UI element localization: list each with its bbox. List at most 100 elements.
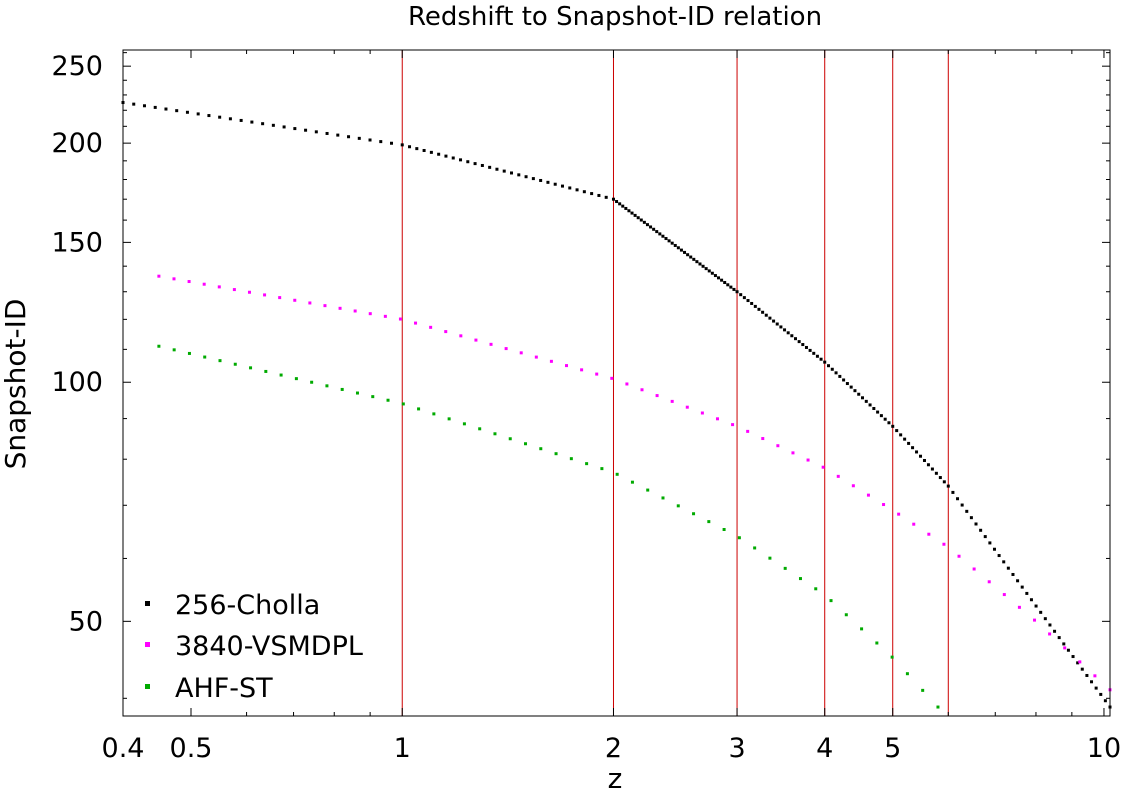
legend-label: 3840-VSMDPL — [175, 631, 363, 662]
data-point — [314, 130, 318, 134]
legend-label: 256-Cholla — [175, 590, 320, 621]
data-point — [692, 257, 696, 261]
data-point — [707, 520, 711, 524]
data-point — [414, 321, 418, 325]
data-point — [974, 522, 978, 526]
data-point — [794, 337, 797, 341]
data-point — [942, 542, 946, 546]
data-point — [1071, 655, 1075, 659]
data-point — [645, 223, 649, 227]
data-point — [838, 374, 842, 378]
data-point — [250, 120, 254, 124]
series-3840-vsmdpl — [157, 274, 1112, 692]
data-point — [704, 267, 708, 271]
data-point — [401, 402, 405, 406]
data-point — [686, 253, 690, 257]
data-point — [905, 672, 909, 676]
legend-marker — [145, 642, 150, 647]
data-point — [919, 454, 923, 458]
data-point — [371, 395, 375, 399]
data-point — [701, 264, 705, 268]
data-point — [857, 392, 861, 396]
data-point — [823, 360, 827, 364]
data-point — [926, 463, 930, 467]
data-point — [746, 299, 750, 303]
data-point — [779, 325, 783, 329]
data-point — [897, 512, 901, 516]
data-point — [249, 366, 253, 370]
data-point — [1020, 585, 1024, 589]
data-point — [742, 296, 746, 300]
data-point — [293, 298, 297, 302]
data-point — [912, 522, 916, 526]
data-point — [821, 465, 825, 469]
data-point — [172, 277, 176, 281]
data-point — [1043, 617, 1047, 621]
data-point — [437, 152, 441, 156]
data-point — [698, 262, 702, 266]
data-point — [474, 338, 478, 342]
data-point — [1002, 593, 1006, 597]
x-tick-label: 2 — [605, 733, 622, 764]
data-point — [621, 204, 625, 208]
x-tick-label: 0.5 — [170, 733, 213, 764]
data-point — [972, 567, 976, 571]
data-point — [417, 407, 421, 411]
data-point — [997, 554, 1001, 558]
data-point — [729, 285, 733, 289]
data-point — [480, 163, 484, 167]
data-point — [951, 490, 955, 494]
data-point — [934, 471, 938, 475]
data-point — [661, 234, 665, 238]
series-ahf-st — [157, 344, 940, 709]
data-point — [827, 364, 830, 368]
data-point — [798, 577, 802, 581]
data-point — [661, 496, 665, 500]
data-point — [646, 488, 650, 492]
data-point — [203, 355, 207, 359]
data-point — [735, 290, 739, 294]
data-point — [353, 309, 357, 313]
data-point — [157, 274, 161, 278]
data-point — [627, 209, 631, 213]
data-point — [930, 467, 934, 471]
data-point — [232, 288, 236, 292]
data-point — [338, 306, 342, 310]
data-point — [398, 317, 402, 321]
data-point — [432, 412, 436, 416]
x-tick-label: 1 — [394, 733, 411, 764]
data-point — [775, 322, 779, 326]
data-point — [861, 396, 864, 400]
data-point — [819, 357, 823, 361]
data-point — [806, 458, 810, 462]
data-point — [915, 450, 919, 454]
data-point — [768, 316, 772, 320]
data-point — [504, 347, 508, 351]
data-point — [640, 388, 644, 392]
data-point — [946, 484, 950, 488]
x-tick-label: 4 — [816, 733, 833, 764]
data-point — [549, 359, 553, 363]
data-point — [308, 301, 312, 305]
data-point — [524, 442, 528, 446]
data-point — [739, 293, 743, 297]
legend-marker — [145, 601, 150, 606]
data-point — [1076, 661, 1080, 665]
data-point — [585, 462, 589, 466]
data-point — [444, 330, 448, 334]
y-tick-label: 50 — [69, 606, 103, 637]
data-point — [293, 127, 297, 131]
data-point — [911, 446, 915, 450]
data-point — [553, 182, 557, 186]
data-point — [247, 290, 251, 294]
data-point — [519, 351, 523, 355]
data-point — [987, 580, 991, 584]
data-point — [157, 344, 161, 348]
legend: 256-Cholla 3840-VSMDPL AHF-ST — [145, 590, 363, 704]
data-point — [1011, 572, 1015, 576]
data-point — [965, 509, 969, 513]
data-point — [568, 186, 572, 190]
data-point — [218, 115, 222, 119]
data-point — [757, 307, 761, 311]
data-point — [261, 122, 265, 126]
